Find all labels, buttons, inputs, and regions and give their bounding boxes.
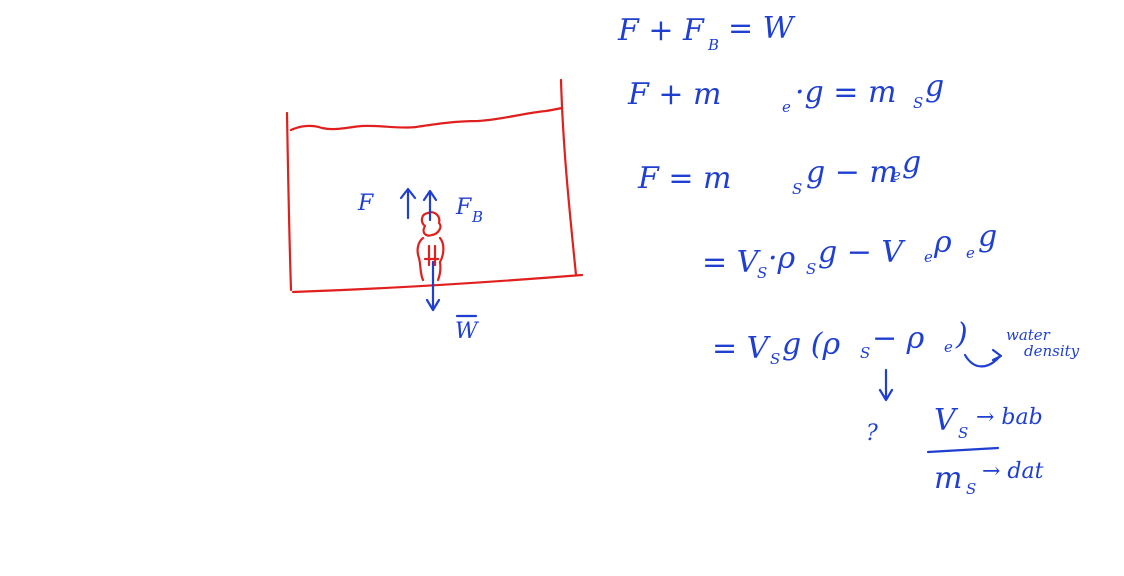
eq5-part3: − ρ [872,321,925,356]
arrow-buoyant-force [422,189,438,222]
annotation-density: density [1024,342,1080,360]
equation-line-4: = V S ·ρ S g − V e ρ e g [702,219,997,282]
eq4-sub2: S [806,260,816,278]
tank-left-wall [285,111,293,292]
eq5-part2: g (ρ [782,327,840,362]
unknown-mark: ? [866,421,878,446]
eq5-part1: = V [712,331,772,366]
eq4-part4: ρ [933,225,952,260]
eq3-part1: F = m [637,161,731,196]
equation-line-1: F + F B = W [617,11,796,54]
label-applied-force: F [357,191,374,216]
eq5-sub2: S [860,344,870,362]
eq4-part2: ·ρ [768,241,796,276]
eq4-sub1: S [757,264,767,282]
eq3-part3: g [902,145,921,180]
eq3-part2: g − m [806,155,898,190]
eq5-part4: ) [955,317,968,352]
eq2-part2: ·g = m [795,75,896,110]
eq3-sub1: S [792,180,802,198]
eq3-sub2: e [892,166,901,184]
water-surface [289,106,564,132]
fraction-numerator-sub: S [958,424,968,442]
arrow-applied-force [399,187,417,220]
fraction-numerator: V [934,403,959,438]
eq2-part1: F + m [627,77,721,112]
water-tank [285,78,584,294]
density-fraction: V S → bab m S → dat [926,403,1044,498]
force-arrows [399,187,441,312]
eq2-sub1: e [782,98,791,116]
density-callout-arrow [963,348,1003,368]
eq2-sub2: S [913,94,923,112]
submerged-object [416,211,445,282]
unknown-down-arrow [878,368,894,402]
label-buoyant-subscript: B [471,208,483,226]
fraction-denominator: m [934,461,962,496]
equation-line-3: F = m S g − m e g [637,145,921,198]
tank-right-wall [559,78,578,277]
fraction-denominator-note: → dat [982,459,1044,484]
eq4-part1: = V [702,245,762,280]
eq4-part5: g [978,219,997,254]
object-body [416,236,445,282]
eq4-part3: g − V [818,235,906,270]
arrow-weight [425,260,441,312]
fraction-denominator-sub: S [966,480,976,498]
label-weight: W [455,319,480,344]
eq4-sub4: e [966,244,975,262]
eq5-sub3: e [944,338,953,356]
eq1-lhs: F + F [617,13,705,48]
equation-line-5: = V S g (ρ S − ρ e ) water density [712,317,1080,368]
object-head [420,211,442,237]
annotation-water: water [1006,326,1051,344]
eq2-part3: g [925,69,944,104]
equation-line-2: F + m e ·g = m S g [627,69,944,116]
eq4-sub3: e [924,248,933,266]
label-buoyant-force: F [455,195,472,220]
eq1-subscript: B [707,36,719,54]
eq5-sub1: S [770,350,780,368]
tank-bottom [291,273,584,294]
eq1-rhs: = W [728,11,796,46]
fraction-numerator-note: → bab [976,405,1043,430]
fraction-bar [926,446,1000,454]
